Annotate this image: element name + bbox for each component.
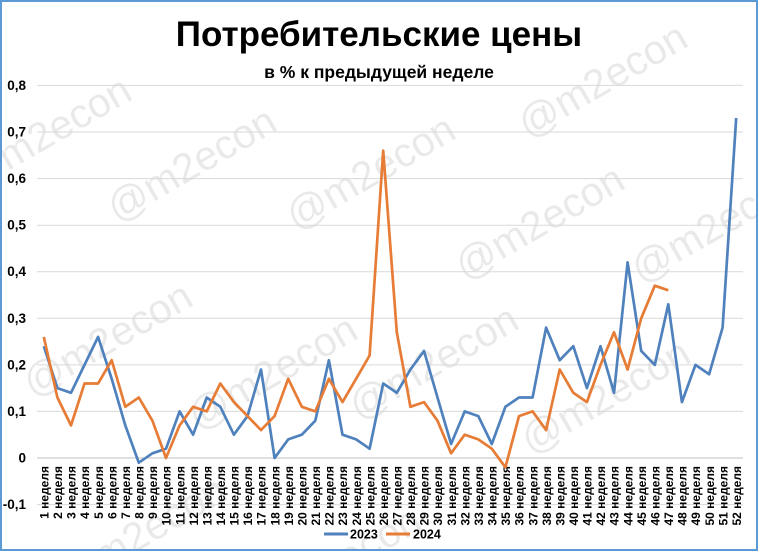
svg-text:0,2: 0,2 — [7, 357, 26, 372]
svg-text:43 неделя: 43 неделя — [608, 466, 622, 526]
svg-text:13 неделя: 13 неделя — [200, 466, 214, 526]
svg-text:41 неделя: 41 неделя — [581, 466, 595, 526]
svg-text:22 неделя: 22 неделя — [323, 466, 337, 526]
svg-text:36 неделя: 36 неделя — [513, 466, 527, 526]
svg-text:18 неделя: 18 неделя — [268, 466, 282, 526]
svg-text:29 неделя: 29 неделя — [418, 466, 432, 526]
svg-text:38 неделя: 38 неделя — [540, 466, 554, 526]
svg-text:в % к предыдущей неделе: в % к предыдущей неделе — [264, 62, 494, 82]
svg-text:24 неделя: 24 неделя — [350, 466, 364, 526]
svg-text:37 неделя: 37 неделя — [526, 466, 540, 526]
svg-text:4 неделя: 4 неделя — [78, 466, 92, 519]
svg-text:45 неделя: 45 неделя — [635, 466, 649, 526]
svg-text:20 неделя: 20 неделя — [296, 466, 310, 526]
svg-text:52 неделя: 52 неделя — [730, 466, 744, 526]
svg-text:3 неделя: 3 неделя — [65, 466, 79, 519]
svg-text:44 неделя: 44 неделя — [621, 466, 635, 526]
svg-text:48 неделя: 48 неделя — [676, 466, 690, 526]
svg-text:34 неделя: 34 неделя — [486, 466, 500, 526]
svg-text:23 неделя: 23 неделя — [336, 466, 350, 526]
svg-text:2024: 2024 — [413, 528, 441, 542]
svg-text:10 неделя: 10 неделя — [160, 466, 174, 526]
svg-text:9 неделя: 9 неделя — [146, 466, 160, 519]
svg-text:49 неделя: 49 неделя — [689, 466, 703, 526]
svg-text:6 неделя: 6 неделя — [105, 466, 119, 519]
svg-text:15 неделя: 15 неделя — [228, 466, 242, 526]
svg-text:0,8: 0,8 — [7, 78, 26, 93]
svg-text:2023: 2023 — [350, 528, 378, 542]
svg-text:Потребительские цены: Потребительские цены — [176, 15, 582, 54]
svg-text:12 неделя: 12 неделя — [187, 466, 201, 526]
svg-text:0,3: 0,3 — [7, 311, 26, 326]
svg-text:0,1: 0,1 — [7, 404, 26, 419]
svg-text:14 неделя: 14 неделя — [214, 466, 228, 526]
svg-text:0,7: 0,7 — [7, 125, 26, 140]
svg-text:21 неделя: 21 неделя — [309, 466, 323, 526]
svg-text:7 неделя: 7 неделя — [119, 466, 133, 519]
svg-text:0,5: 0,5 — [7, 218, 26, 233]
svg-text:28 неделя: 28 неделя — [404, 466, 418, 526]
svg-text:30 неделя: 30 неделя — [431, 466, 445, 526]
svg-text:51 неделя: 51 неделя — [716, 466, 730, 526]
svg-text:0: 0 — [18, 451, 26, 466]
svg-text:47 неделя: 47 неделя — [662, 466, 676, 526]
svg-text:31 неделя: 31 неделя — [445, 466, 459, 526]
svg-text:46 неделя: 46 неделя — [649, 466, 663, 526]
svg-text:42 неделя: 42 неделя — [594, 466, 608, 526]
svg-text:0,6: 0,6 — [7, 171, 26, 186]
svg-text:32 неделя: 32 неделя — [458, 466, 472, 526]
svg-text:8 неделя: 8 неделя — [133, 466, 147, 519]
svg-text:16 неделя: 16 неделя — [241, 466, 255, 526]
svg-text:26 неделя: 26 неделя — [377, 466, 391, 526]
svg-text:27 неделя: 27 неделя — [391, 466, 405, 526]
svg-text:50 неделя: 50 неделя — [703, 466, 717, 526]
svg-text:33 неделя: 33 неделя — [472, 466, 486, 526]
svg-text:11 неделя: 11 неделя — [173, 466, 187, 525]
svg-text:35 неделя: 35 неделя — [499, 466, 513, 526]
svg-text:-0,1: -0,1 — [3, 497, 27, 512]
svg-text:39 неделя: 39 неделя — [553, 466, 567, 526]
svg-text:19 неделя: 19 неделя — [282, 466, 296, 526]
svg-text:25 неделя: 25 неделя — [363, 466, 377, 526]
svg-text:1 неделя: 1 неделя — [38, 466, 52, 519]
svg-text:5 неделя: 5 неделя — [92, 466, 106, 519]
svg-text:40 неделя: 40 неделя — [567, 466, 581, 526]
svg-text:0,4: 0,4 — [7, 264, 26, 279]
svg-text:17 неделя: 17 неделя — [255, 466, 269, 526]
svg-text:2 неделя: 2 неделя — [51, 466, 65, 519]
